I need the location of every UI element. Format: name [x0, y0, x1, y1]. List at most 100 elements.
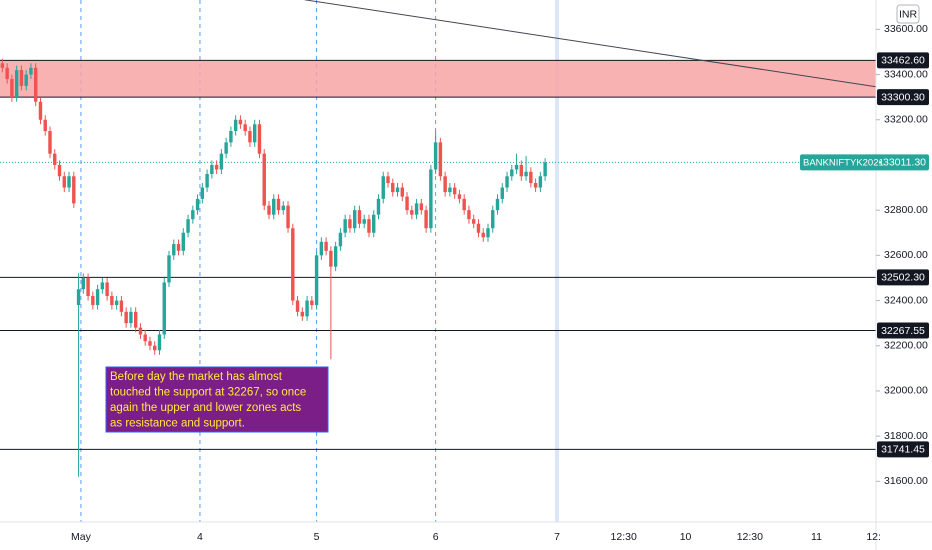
candle-body: [500, 187, 504, 199]
candle-body: [172, 244, 176, 256]
candle-body: [124, 311, 128, 324]
plot-area: Before day the market has almost touched …: [0, 0, 877, 522]
resistance-zone: [0, 60, 876, 98]
candle-body: [295, 300, 300, 312]
currency-box[interactable]: [896, 4, 920, 24]
candle-body: [224, 142, 228, 154]
candle-body: [138, 327, 143, 335]
candle-body: [43, 119, 47, 132]
candle-body: [48, 131, 52, 154]
candle-body: [157, 334, 162, 351]
candle-body: [514, 164, 519, 170]
candle-body: [543, 162, 547, 177]
y-tick-label: 32400.00: [884, 294, 928, 306]
candle-body: [419, 203, 424, 211]
x-tick-label: 5: [314, 531, 320, 543]
candle-body: [72, 176, 76, 204]
candle-body: [310, 300, 314, 306]
candle-body: [19, 70, 24, 86]
candle-body: [333, 246, 338, 267]
candle-body: [471, 219, 476, 224]
candle-body: [343, 219, 347, 233]
x-tick-label: 12:: [866, 531, 881, 543]
candle-body: [429, 169, 433, 229]
level-label: 32267.55: [881, 325, 925, 337]
currency: INR: [899, 8, 918, 20]
candle-body: [495, 198, 500, 211]
level-label-box: [877, 269, 929, 286]
candle-body: [248, 131, 252, 143]
candle-body: [443, 176, 447, 193]
candle-body: [100, 282, 105, 290]
candle-body: [33, 67, 38, 102]
candle-body: [276, 198, 281, 211]
trend-line: [304, 0, 877, 88]
candle-body: [110, 296, 114, 306]
candle-body: [252, 124, 257, 143]
candle-body: [286, 205, 290, 229]
x-tick-label: 12:30: [737, 531, 763, 543]
candle-body: [81, 277, 86, 290]
candle-body: [438, 142, 443, 177]
candle-body: [24, 74, 28, 86]
candle-body: [367, 219, 371, 233]
candle-body: [219, 153, 224, 170]
candle-body: [95, 289, 100, 306]
y-tick-label: 33400.00: [884, 68, 928, 80]
candle-body: [176, 244, 181, 251]
candle-body: [533, 183, 538, 188]
candle-body: [167, 255, 171, 283]
candle-body: [205, 174, 209, 188]
candle-body: [119, 300, 124, 312]
candle-body: [476, 223, 481, 233]
level-label: 33300.30: [881, 91, 925, 103]
candle-body: [257, 124, 262, 154]
candle-body: [300, 311, 305, 317]
candle-body: [452, 187, 457, 195]
candle-body: [376, 198, 381, 215]
x-tick-label: 6: [433, 531, 439, 543]
candle-body: [243, 124, 247, 132]
candle-body: [153, 345, 157, 351]
candle-body: [538, 176, 543, 188]
candle-body: [448, 187, 452, 193]
x-tick-label: 10: [680, 531, 692, 543]
candle-body: [267, 205, 271, 215]
candle-body: [181, 232, 186, 251]
candle-body: [5, 67, 9, 80]
x-tick-label: 4: [197, 531, 203, 543]
candle-body: [405, 196, 409, 211]
candle-body: [162, 282, 166, 335]
candle-body: [424, 210, 428, 229]
candle-body: [186, 219, 190, 233]
annotation-text: again the upper and lower zones acts: [110, 402, 301, 414]
candle-body: [233, 119, 238, 132]
candle-body: [272, 198, 276, 215]
candle-body: [338, 232, 343, 247]
candle-body: [53, 153, 57, 165]
candle-body: [462, 198, 466, 211]
candle-body: [10, 79, 14, 98]
y-tick-label: 33200.00: [884, 114, 928, 126]
candle-body: [114, 300, 119, 306]
candle-body: [491, 210, 495, 229]
y-tick-label: 31600.00: [884, 475, 928, 487]
last-price-box: [800, 154, 929, 171]
candle-body: [414, 203, 419, 215]
x-tick-label: May: [71, 531, 92, 543]
y-tick-label: 31800.00: [884, 430, 928, 442]
candle-body: [381, 176, 385, 199]
symbol-label: BANKNIFTYK2021: [803, 157, 884, 168]
level-label-box: [877, 89, 929, 106]
candle-body: [481, 232, 485, 238]
y-tick-label: 32200.00: [884, 340, 928, 352]
candle-body: [410, 210, 414, 215]
candle-body: [133, 311, 138, 328]
y-tick-label: 32000.00: [884, 385, 928, 397]
candle-body: [91, 296, 95, 306]
candle-body: [291, 228, 295, 301]
candle-body: [105, 282, 109, 297]
candle-body: [238, 119, 243, 125]
annotation-box: [105, 366, 329, 433]
